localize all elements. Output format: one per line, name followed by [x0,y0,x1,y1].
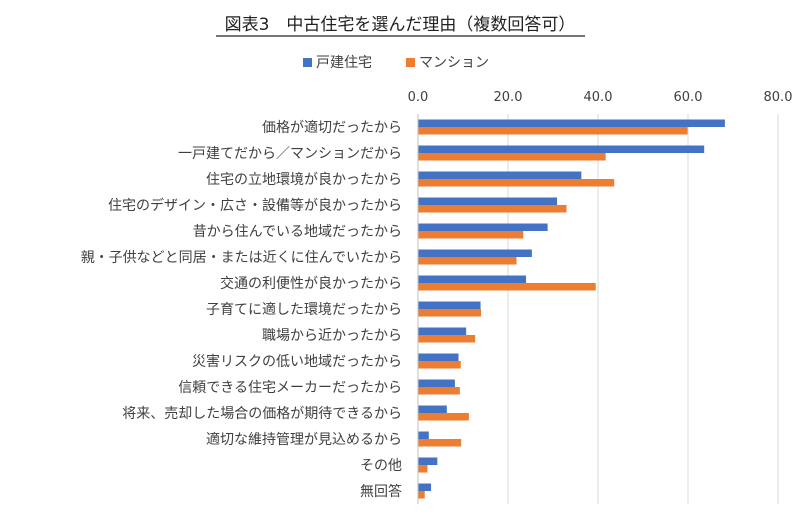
category-label: 昔から住んでいる地域だったから [193,224,402,240]
x-tick-label: 0.0 [408,90,429,105]
category-label: 将来、売却した場合の価格が期待できるから [122,406,402,422]
bar-series-0 [418,405,447,413]
x-tick-label: 60.0 [674,90,703,105]
legend-swatch-series-1 [406,58,415,67]
bar-series-0 [418,249,532,257]
bar-series-0 [418,171,582,179]
category-label: 住宅の立地環境が良かったから [206,172,402,188]
legend-item-series-1: マンション [406,55,489,71]
category-label: その他 [360,458,402,474]
bar-series-0 [418,431,429,439]
legend-label-series-1: マンション [419,55,489,71]
bar-series-1 [418,231,524,239]
bar-series-0 [418,301,481,309]
bar-series-0 [418,483,432,491]
bar-series-1 [418,491,425,499]
legend-label-series-0: 戸建住宅 [316,55,372,71]
bar-series-1 [418,153,606,161]
bar-series-1 [418,361,461,369]
bar-series-0 [418,119,725,127]
category-label: 親・子供などと同居・または近くに住んでいたから [81,250,402,266]
x-tick-label: 20.0 [494,90,523,105]
legend-swatch-series-0 [303,58,312,67]
x-tick-label: 80.0 [764,90,793,105]
bars [418,119,725,499]
chart-title: 図表3 中古住宅を選んだ理由（複数回答可） [225,15,576,35]
bar-series-1 [418,309,481,317]
legend-item-series-0: 戸建住宅 [303,55,372,71]
bar-series-0 [418,327,467,335]
bar-series-0 [418,145,705,153]
x-axis-ticks: 0.0 20.0 40.0 60.0 80.0 [408,90,793,105]
category-label: 信頼できる住宅メーカーだったから [178,380,402,396]
category-label: 適切な維持管理が見込めるから [206,431,402,448]
bar-series-1 [418,335,476,343]
category-label: 交通の利便性が良かったから [220,275,402,292]
category-label: 職場から近かったから [262,328,402,344]
category-label: 価格が適切だったから [262,119,402,136]
category-label: 子育てに適した環境だったから [206,301,402,318]
category-label: 一戸建てだから／マンションだから [178,146,402,162]
bar-series-0 [418,275,526,283]
bar-series-0 [418,223,548,231]
bar-series-1 [418,179,615,187]
bar-series-1 [418,257,517,265]
bar-series-1 [418,413,469,421]
bar-series-0 [418,379,455,387]
legend: 戸建住宅 マンション [303,55,489,71]
bar-series-1 [418,387,460,395]
category-labels: 価格が適切だったから一戸建てだから／マンションだから住宅の立地環境が良かったから… [81,119,402,500]
bar-series-0 [418,353,459,361]
x-tick-label: 40.0 [584,90,613,105]
bar-series-1 [418,465,428,473]
category-label: 無回答 [360,483,402,500]
bar-series-0 [418,457,438,465]
bar-series-1 [418,283,596,291]
bar-series-1 [418,127,688,135]
category-label: 住宅のデザイン・広さ・設備等が良かったから [108,197,402,214]
bar-series-1 [418,205,567,213]
bar-series-1 [418,439,462,447]
category-label: 災害リスクの低い地域だったから [192,354,402,370]
bar-series-0 [418,197,558,205]
